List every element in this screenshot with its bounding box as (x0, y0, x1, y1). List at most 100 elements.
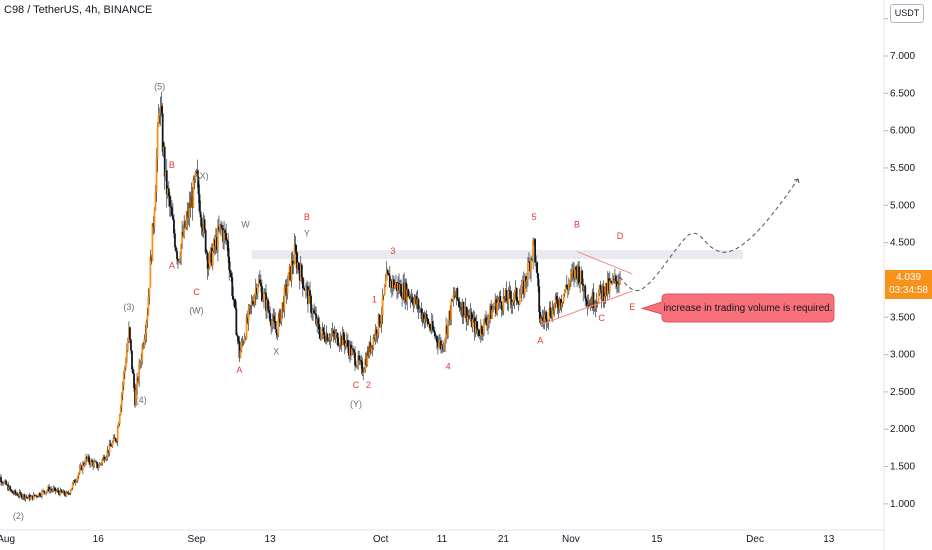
candle (578, 261, 581, 289)
candle (559, 298, 562, 311)
candle (397, 276, 399, 298)
candle (239, 348, 242, 359)
callout[interactable]: increase in trading volume is required. (640, 293, 835, 323)
candle (71, 481, 74, 490)
candle (289, 266, 292, 282)
candle (491, 304, 494, 320)
candle (43, 490, 45, 495)
candle (178, 259, 180, 263)
candle (223, 220, 225, 251)
wave-label: W (241, 220, 250, 230)
candle (12, 490, 15, 496)
candle (341, 326, 344, 346)
candle (105, 455, 108, 462)
candle (368, 340, 371, 359)
candle (193, 175, 196, 190)
candle (277, 312, 280, 337)
candle (585, 296, 588, 308)
candle (313, 303, 316, 314)
candle (100, 462, 103, 466)
candle (490, 300, 493, 319)
candle (153, 207, 156, 234)
candle (82, 461, 85, 467)
candle (263, 287, 265, 309)
candle (162, 141, 165, 158)
candle (16, 491, 19, 497)
candle (279, 308, 282, 325)
candle (141, 342, 144, 365)
candle (112, 434, 115, 443)
candle (412, 297, 415, 313)
wave-label: (5) (154, 82, 165, 92)
candle (230, 270, 233, 283)
candle (226, 237, 229, 251)
candle (347, 340, 350, 360)
candle (564, 284, 567, 293)
candle (450, 298, 453, 326)
candle (244, 336, 247, 341)
candle (579, 281, 582, 293)
candle (468, 309, 471, 320)
candle (328, 332, 331, 346)
candle (381, 288, 384, 324)
candle (31, 495, 34, 501)
candle (270, 319, 273, 335)
candle (273, 308, 276, 324)
wave-label: C (353, 380, 360, 390)
candle (586, 294, 589, 316)
candle (359, 355, 362, 365)
candle (42, 488, 44, 492)
candle (68, 492, 71, 495)
candle (155, 148, 158, 202)
candle (233, 298, 236, 308)
candle (290, 252, 293, 288)
candle (81, 460, 84, 475)
candle (336, 332, 339, 347)
candle (264, 288, 266, 294)
candle (280, 310, 283, 326)
y-tick-label: 5.500 (890, 163, 915, 174)
candle (469, 303, 472, 322)
candle (5, 479, 8, 486)
candle (49, 486, 52, 494)
candle (355, 360, 357, 368)
candle (13, 489, 16, 495)
candle (287, 272, 290, 287)
candle (24, 496, 27, 502)
candle (222, 224, 224, 250)
candle (463, 314, 466, 318)
candle (558, 296, 561, 314)
candle (113, 433, 116, 439)
candle (602, 280, 605, 308)
wave-label: 3 (390, 246, 395, 256)
wave-label: (2) (13, 511, 24, 521)
currency-button[interactable]: USDT (890, 4, 924, 23)
candle (376, 332, 379, 344)
candle (109, 439, 112, 447)
candle (144, 324, 147, 345)
candle (229, 261, 232, 278)
candle (321, 322, 324, 340)
candle (386, 268, 389, 276)
candle (358, 350, 361, 366)
candle (177, 257, 179, 269)
candle (438, 334, 440, 348)
candle (572, 261, 574, 281)
candle (128, 321, 130, 343)
candle (119, 404, 122, 416)
candle (237, 335, 240, 344)
candle (532, 237, 534, 270)
candle (511, 300, 514, 315)
candle (594, 299, 597, 318)
candle (271, 313, 274, 332)
candle (266, 296, 268, 319)
candle (17, 493, 20, 499)
candle (70, 487, 73, 491)
candle (533, 238, 535, 246)
candle (176, 247, 178, 265)
candle (122, 370, 125, 391)
candle (41, 489, 43, 499)
candle (116, 424, 119, 447)
candle (111, 440, 114, 449)
